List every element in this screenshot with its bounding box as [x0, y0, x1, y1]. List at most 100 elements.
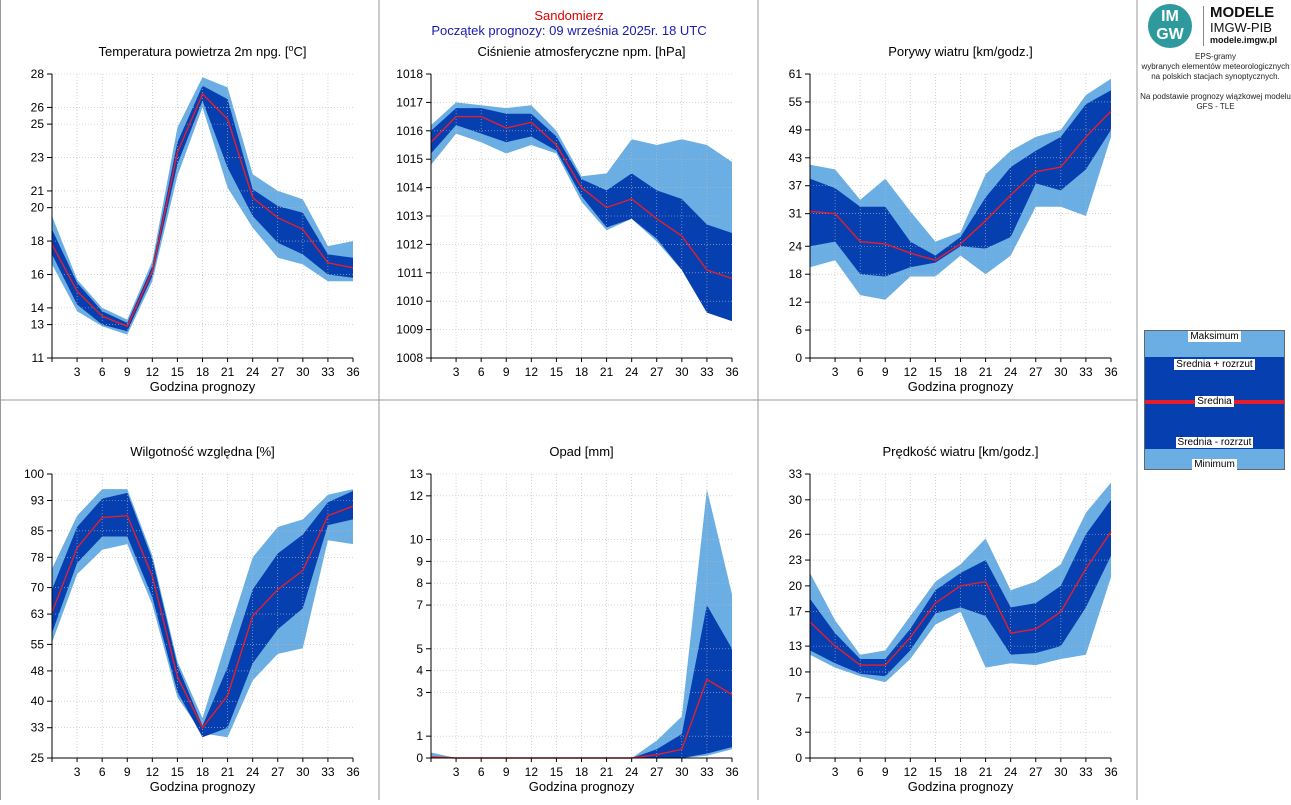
y-tick-label: 14: [31, 301, 45, 315]
x-tick-label: 36: [1104, 365, 1118, 379]
x-tick-label: 9: [882, 365, 889, 379]
y-tick-label: 20: [789, 579, 803, 593]
y-tick-label: 23: [31, 151, 45, 165]
x-tick-label: 21: [221, 765, 235, 779]
x-tick-label: 15: [550, 365, 564, 379]
logo-subtitle: IMGW-PIB: [1210, 20, 1272, 35]
legend-mean-label: Średnia: [1195, 396, 1234, 407]
y-tick-label: 1009: [396, 323, 423, 337]
x-tick-label: 18: [196, 765, 210, 779]
y-tick-label: 85: [31, 524, 45, 538]
eps-charts-area: 11 13 14 16 18 20 21 23 25 26 28 3 6 9 12 15 18 21 24 27 30 3…: [0, 0, 1138, 800]
min-max-band: [52, 77, 353, 335]
chart-title: Temperatura powietrza 2m npg. [oC]: [98, 43, 306, 59]
y-tick-label: 7: [795, 691, 802, 705]
x-tick-label: 30: [1054, 765, 1068, 779]
mean-line: [809, 110, 1112, 261]
x-tick-label: 3: [832, 765, 839, 779]
spread-band: [52, 85, 353, 332]
y-tick-label: 3: [795, 725, 802, 739]
x-tick-label: 9: [882, 765, 889, 779]
x-tick-label: 36: [346, 365, 360, 379]
desc-line: GFS - TLE: [1196, 102, 1235, 111]
y-tick-label: 1013: [396, 209, 423, 223]
x-tick-label: 3: [453, 765, 460, 779]
y-tick-label: 3: [416, 685, 423, 699]
legend: Maksimum Średnia + rozrzut Średnia Średn…: [1144, 330, 1285, 470]
x-axis-label: Godzina prognozy: [150, 779, 256, 794]
x-tick-label: 30: [296, 365, 310, 379]
y-tick-label: 13: [789, 639, 803, 653]
y-tick-label: 12: [789, 295, 803, 309]
x-tick-label: 12: [904, 765, 918, 779]
x-tick-label: 6: [99, 765, 106, 779]
imgw-logo: IM GW MODELE IMGW-PIB modele.imgw.pl: [1145, 2, 1291, 50]
x-tick-label: 6: [99, 365, 106, 379]
x-tick-label: 33: [1079, 365, 1093, 379]
mean-line: [51, 92, 354, 328]
x-tick-label: 6: [478, 765, 485, 779]
y-tick-label: 1008: [396, 351, 423, 365]
y-tick-label: 1011: [397, 266, 423, 280]
y-tick-label: 63: [31, 607, 45, 621]
x-tick-label: 3: [832, 365, 839, 379]
y-tick-label: 28: [31, 67, 45, 81]
x-tick-label: 24: [625, 765, 639, 779]
logo-url: modele.imgw.pl: [1210, 35, 1278, 45]
x-tick-label: 27: [650, 365, 664, 379]
x-tick-label: 30: [1054, 365, 1068, 379]
y-tick-label: 26: [789, 527, 803, 541]
y-tick-label: 9: [416, 554, 423, 568]
x-tick-label: 9: [124, 765, 131, 779]
x-tick-label: 3: [74, 365, 81, 379]
x-tick-label: 15: [550, 765, 564, 779]
y-tick-label: 1017: [396, 95, 423, 109]
mean-line: [51, 505, 354, 730]
mean-line: [809, 531, 1112, 666]
y-tick-label: 93: [31, 494, 45, 508]
x-axis-label: Godzina prognozy: [908, 379, 1014, 394]
y-tick-label: 20: [31, 201, 45, 215]
x-tick-label: 36: [725, 765, 739, 779]
y-tick-label: 55: [789, 95, 803, 109]
chart-panel-2: 1008 1009 1010 1011 1012 1013 1014 1015 1016 1017…: [396, 44, 739, 379]
y-tick-label: 18: [789, 267, 803, 281]
y-tick-label: 25: [31, 117, 45, 131]
desc-line: EPS-gramy: [1195, 52, 1236, 61]
y-tick-label: 49: [789, 123, 803, 137]
y-tick-label: 61: [789, 67, 803, 81]
x-tick-label: 33: [321, 365, 335, 379]
imgw-badge-icon: IM GW: [1148, 4, 1192, 48]
x-tick-label: 36: [346, 765, 360, 779]
y-tick-label: 100: [24, 467, 44, 481]
y-tick-label: 48: [31, 664, 45, 678]
y-tick-label: 1014: [396, 181, 423, 195]
x-tick-label: 33: [700, 365, 714, 379]
legend-mean-plus-label: Średnia + rozrzut: [1174, 359, 1255, 370]
legend-mean-minus-label: Średnia - rozrzut: [1175, 437, 1254, 448]
x-tick-label: 12: [146, 365, 160, 379]
y-tick-label: 43: [789, 151, 803, 165]
y-tick-label: 4: [416, 664, 423, 678]
x-tick-label: 9: [503, 365, 510, 379]
description: EPS-gramy wybranych elementów meteorolog…: [1140, 52, 1291, 112]
y-tick-label: 10: [410, 533, 424, 547]
y-tick-label: 1: [416, 729, 423, 743]
y-tick-label: 21: [31, 184, 45, 198]
mean-line: [430, 115, 733, 280]
min-max-band: [52, 489, 353, 738]
x-tick-label: 27: [271, 365, 285, 379]
x-tick-label: 36: [1104, 765, 1118, 779]
x-tick-label: 18: [575, 365, 589, 379]
forecast-header: Sandomierz Początek prognozy: 09 wrześni…: [380, 8, 758, 38]
y-tick-label: 16: [31, 267, 45, 281]
y-tick-label: 1016: [396, 124, 423, 138]
x-tick-label: 9: [503, 765, 510, 779]
x-tick-label: 15: [171, 765, 185, 779]
y-tick-label: 13: [410, 467, 424, 481]
